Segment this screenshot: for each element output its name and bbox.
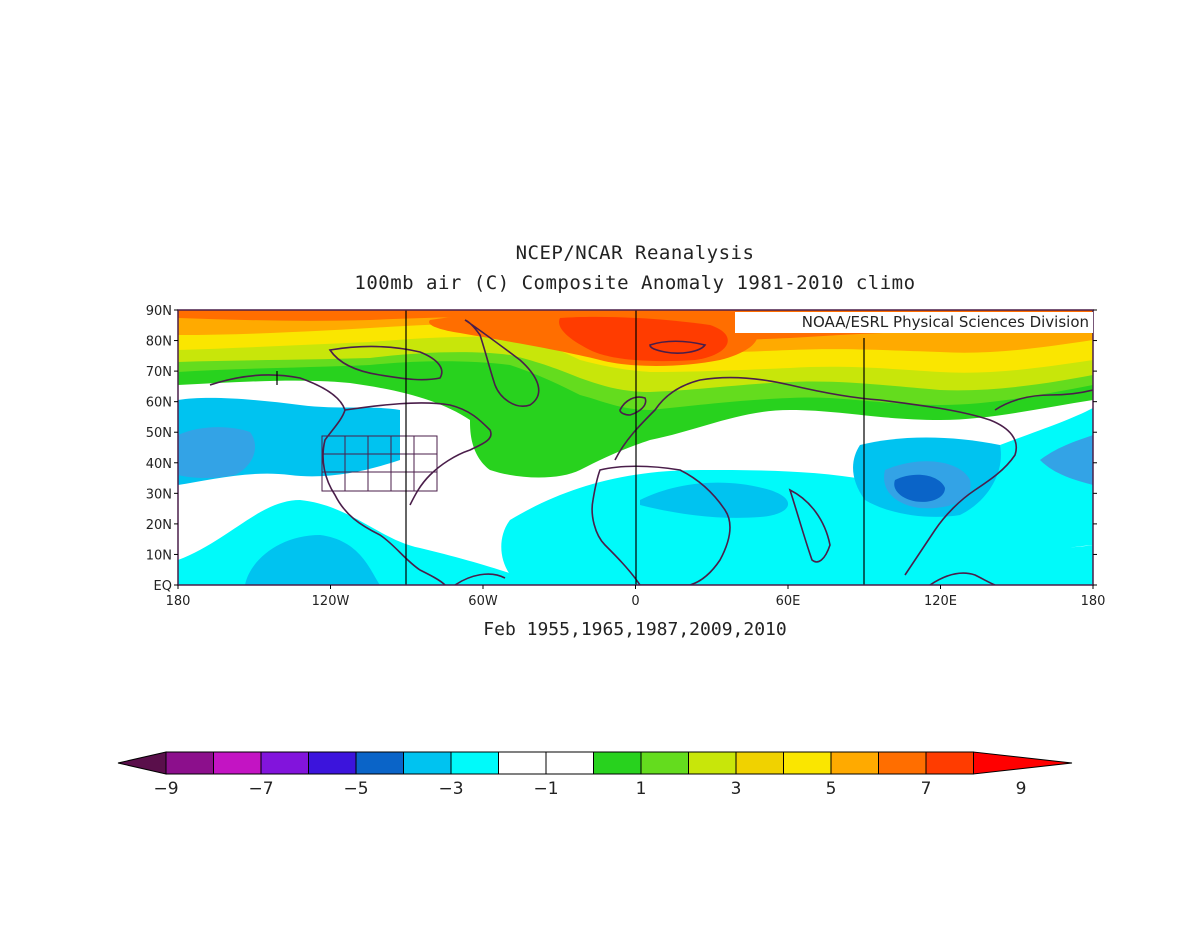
colorbar-tick-label: 9 [1016,779,1027,799]
credit-label: NOAA/ESRL Physical Sciences Division [735,312,1093,333]
colorbar-swatch [450,751,499,775]
lat-label: EQ [154,579,172,594]
lat-label: 10N [146,548,172,563]
colorbar-low-arrow [117,751,167,775]
lon-label: 180 [1081,594,1106,609]
lon-label: 120E [924,594,957,609]
lon-label: 180 [166,594,191,609]
colorbar-labels: −9 −7 −5 −3 −1 1 3 5 7 9 [153,779,1026,799]
lat-label: 70N [146,365,172,380]
lat-label: 20N [146,518,172,533]
lat-label: 80N [146,335,172,350]
colorbar-swatch [403,751,452,775]
colorbar-high-arrow [973,751,1073,775]
colorbar-swatch [593,751,642,775]
map-subtitle: 100mb air (C) Composite Anomaly 1981-201… [354,272,916,294]
composite-dates: Feb 1955,1965,1987,2009,2010 [483,619,787,640]
colorbar-tick-label: −9 [153,779,178,799]
colorbar-swatch [165,751,214,775]
colorbar-tick-label: −1 [533,779,558,799]
colorbar-swatch [688,751,737,775]
colorbar-tick-label: −5 [343,779,368,799]
colorbar-swatch [735,751,784,775]
colorbar-swatch [308,751,357,775]
colorbar-swatch [783,751,832,775]
colorbar-tick-label: 3 [731,779,742,799]
colorbar-swatch [545,751,594,775]
lat-label: 40N [146,457,172,472]
colorbar-tick-label: 7 [921,779,932,799]
colorbar-swatch [830,751,879,775]
colorbar-tick-label: −7 [248,779,273,799]
colorbar-swatch [213,751,262,775]
lat-label: 90N [146,304,172,319]
colorbar-tick-label: 1 [636,779,647,799]
colorbar-tick-label: 5 [826,779,837,799]
colorbar-tick-label: −3 [438,779,463,799]
colorbar-swatch [498,751,547,775]
lat-label: 30N [146,487,172,502]
lon-label: 0 [631,594,639,609]
colorbar-swatch [878,751,927,775]
lon-label: 60E [776,594,801,609]
lon-label: 60W [468,594,498,609]
colorbar-swatch [355,751,404,775]
colorbar-swatch [260,751,309,775]
colorbar [117,751,1073,775]
lat-label: 60N [146,396,172,411]
map-title: NCEP/NCAR Reanalysis [515,242,755,264]
lat-label: 50N [146,426,172,441]
colorbar-swatch [925,751,974,775]
colorbar-swatch [640,751,689,775]
anomaly-field [178,310,1093,585]
lon-label: 120W [312,594,350,609]
